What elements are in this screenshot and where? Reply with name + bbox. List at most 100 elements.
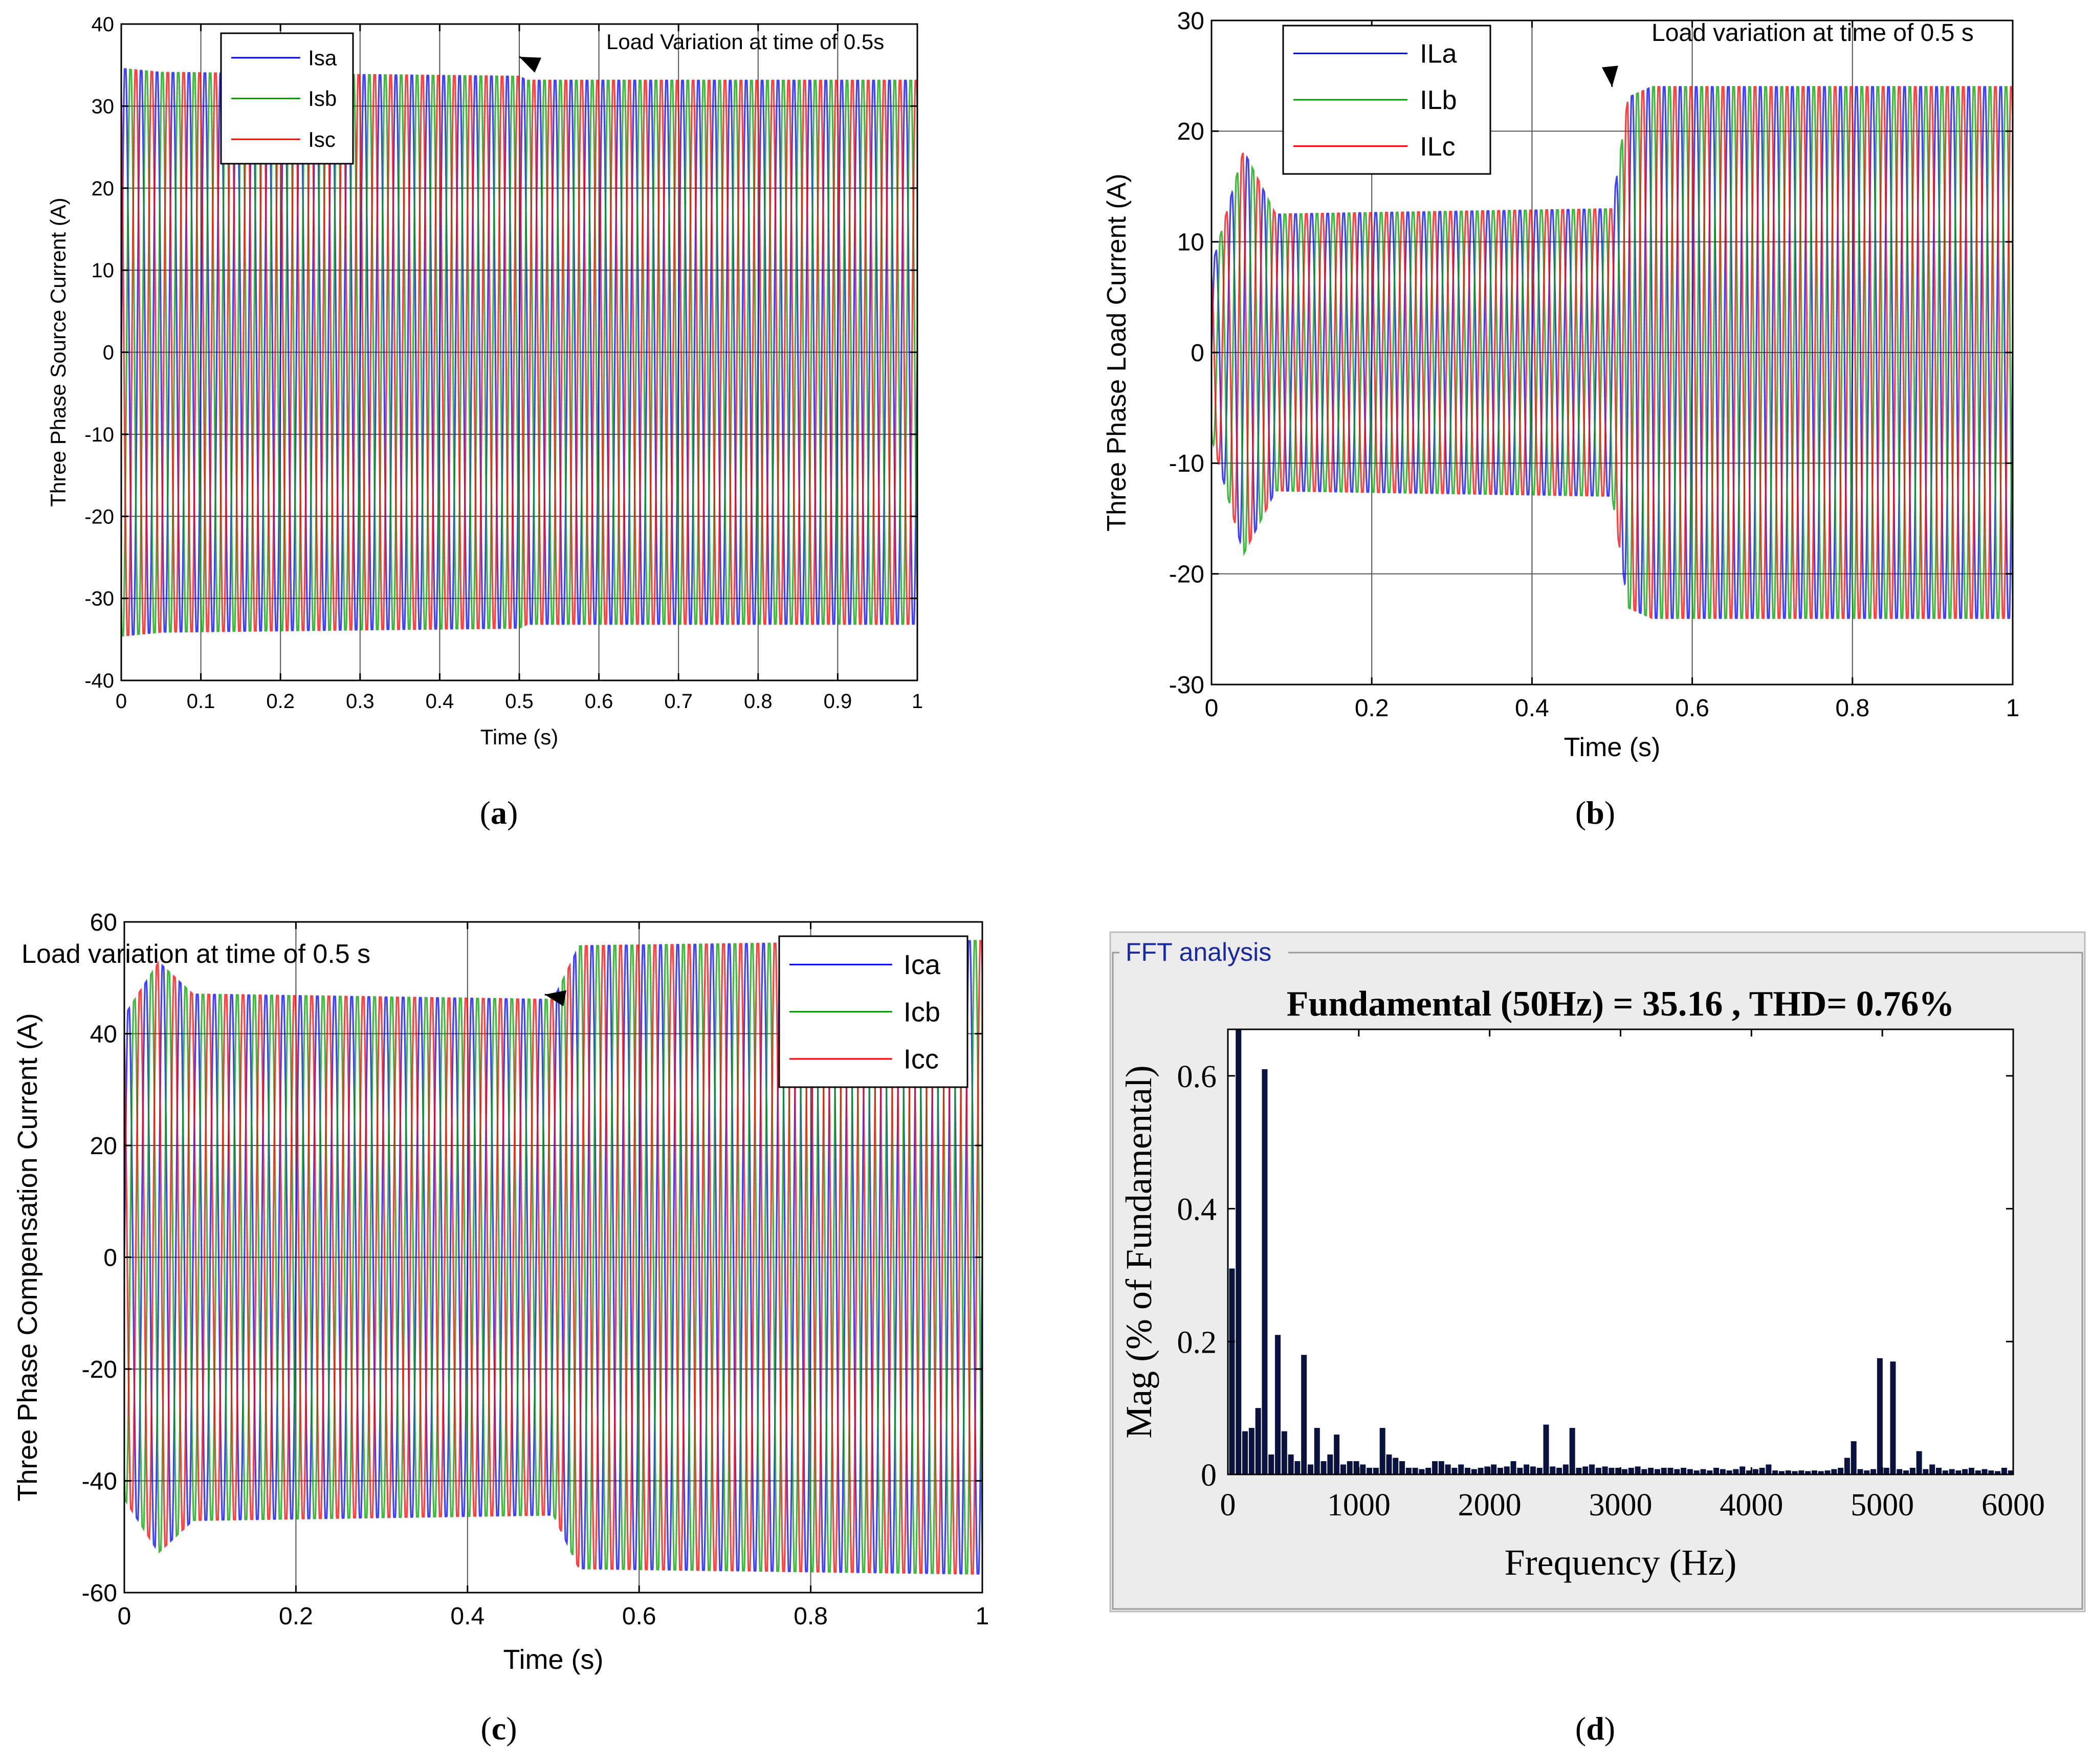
legend-label-ilc: ILc	[1420, 132, 1455, 162]
bar-1200hz	[1386, 1454, 1392, 1474]
bar-5100hz	[1897, 1469, 1903, 1474]
legend-label-isb: Isb	[308, 86, 337, 111]
bar-5350hz	[1929, 1464, 1935, 1474]
x-tick-label: 0.3	[346, 690, 375, 713]
chart-panel-b: -30 -20 -10 0 10 20 30 0 0.2 0.4 0.6 0.8 1 Time (s) Th…	[1102, 8, 2019, 831]
bar-2650hz	[1576, 1468, 1582, 1474]
x-tick-label: 0.2	[1355, 695, 1389, 722]
bar-5900hz	[2001, 1468, 2007, 1474]
bar-2500hz	[1556, 1468, 1562, 1474]
chart-panel-c: -60 -40 -20 0 20 40 60 0 0.2 0.4 0.6 0.8 1 Time (s) Th…	[12, 909, 989, 1747]
bar-5700hz	[1975, 1470, 1981, 1474]
bar-5950hz	[2008, 1470, 2014, 1474]
bar-4850hz	[1864, 1470, 1870, 1474]
bar-750hz	[1327, 1454, 1333, 1474]
bar-0hz	[1229, 1268, 1235, 1474]
y-tick-label: -40	[84, 670, 114, 692]
bar-1150hz	[1379, 1428, 1385, 1474]
y-tick-label: 0	[1201, 1458, 1217, 1493]
series-line-ilc	[1212, 86, 2013, 620]
bar-3650hz	[1707, 1470, 1713, 1474]
bar-2250hz	[1524, 1464, 1530, 1474]
x-tick-label: 0.4	[426, 690, 454, 713]
bar-50hz	[1236, 1029, 1242, 1474]
x-tick-label: 0.7	[664, 690, 693, 713]
x-tick-label: 0.4	[1515, 695, 1549, 722]
bar-4250hz	[1785, 1470, 1791, 1474]
y-tick-label: -20	[82, 1356, 117, 1383]
bar-4450hz	[1811, 1470, 1817, 1474]
y-tick-label: 60	[90, 909, 117, 936]
y-tick-label: 0	[103, 342, 114, 364]
bar-3950hz	[1746, 1470, 1752, 1474]
bar-100hz	[1242, 1431, 1248, 1474]
bar-5600hz	[1962, 1469, 1968, 1474]
bar-950hz	[1353, 1461, 1359, 1474]
x-tick-label: 0.6	[622, 1603, 656, 1630]
bar-4050hz	[1759, 1468, 1765, 1474]
bar-1800hz	[1465, 1468, 1470, 1474]
bar-4400hz	[1805, 1471, 1811, 1474]
bar-1850hz	[1471, 1469, 1477, 1474]
panel-caption: (b)	[1575, 795, 1615, 831]
y-axis-label: Three Phase Compensation Current (A)	[12, 1013, 43, 1501]
chart-panel-a: -40 -30 -20 -10 0 10 20 30 40 0 0.1 0.2 0.3 0.4 0.5 0.6…	[46, 13, 923, 831]
bar-1750hz	[1458, 1464, 1464, 1474]
bar-5400hz	[1936, 1468, 1942, 1474]
bar-1450hz	[1419, 1469, 1425, 1474]
bar-3850hz	[1733, 1469, 1739, 1474]
legend-label-icc: Icc	[904, 1044, 939, 1075]
annotation-text: Load variation at time of 0.5 s	[1651, 19, 1974, 47]
y-tick-label: -20	[84, 505, 114, 528]
bar-2400hz	[1543, 1424, 1549, 1474]
bar-1050hz	[1367, 1468, 1373, 1474]
bar-2050hz	[1497, 1468, 1503, 1474]
y-tick-label: 40	[92, 13, 115, 36]
bar-5800hz	[1988, 1470, 1994, 1474]
bar-5550hz	[1955, 1470, 1962, 1474]
bar-4700hz	[1844, 1458, 1850, 1474]
bar-1550hz	[1432, 1461, 1438, 1474]
y-tick-label: -10	[84, 424, 114, 446]
bar-2000hz	[1491, 1464, 1497, 1474]
bar-800hz	[1334, 1435, 1340, 1474]
x-axis-label: Time (s)	[1564, 733, 1661, 762]
bar-3750hz	[1720, 1469, 1726, 1474]
bar-4500hz	[1818, 1471, 1824, 1474]
bar-4750hz	[1851, 1441, 1857, 1474]
bar-500hz	[1294, 1461, 1301, 1474]
bar-450hz	[1288, 1454, 1294, 1474]
fft-groupbox-label-bg	[1119, 939, 1288, 966]
y-tick-label: 10	[1177, 229, 1204, 256]
x-tick-label: 0.2	[266, 690, 295, 713]
x-tick-label: 1	[2006, 695, 2020, 722]
bar-700hz	[1320, 1461, 1327, 1474]
x-tick-label: 0.8	[744, 690, 773, 713]
bar-1900hz	[1478, 1468, 1484, 1474]
fft-groupbox-label: FFT analysis	[1126, 938, 1271, 966]
y-tick-label: 20	[92, 178, 115, 200]
y-tick-label: 20	[90, 1133, 117, 1160]
x-tick-label: 4000	[1720, 1488, 1783, 1523]
bar-1500hz	[1425, 1468, 1432, 1474]
x-tick-label: 0.8	[794, 1603, 828, 1630]
panel-caption: (c)	[480, 1710, 517, 1747]
y-axis-label: Three Phase Source Current (A)	[46, 197, 70, 507]
bar-150hz	[1248, 1428, 1254, 1474]
bar-3100hz	[1635, 1466, 1641, 1474]
series-line-icc	[124, 940, 982, 1575]
bar-2200hz	[1517, 1468, 1523, 1474]
bar-3550hz	[1693, 1470, 1700, 1474]
bar-2750hz	[1589, 1464, 1595, 1474]
bar-4900hz	[1870, 1469, 1877, 1474]
x-tick-label: 0.8	[1835, 695, 1869, 722]
bar-5250hz	[1916, 1451, 1922, 1474]
bar-4150hz	[1772, 1470, 1778, 1474]
x-tick-label: 0	[116, 690, 127, 713]
bar-4000hz	[1752, 1469, 1758, 1474]
x-tick-label: 0.4	[450, 1603, 485, 1630]
waveform-group	[1212, 86, 2013, 620]
bar-2150hz	[1510, 1461, 1516, 1474]
bar-4650hz	[1838, 1468, 1844, 1474]
bar-2300hz	[1530, 1466, 1536, 1474]
